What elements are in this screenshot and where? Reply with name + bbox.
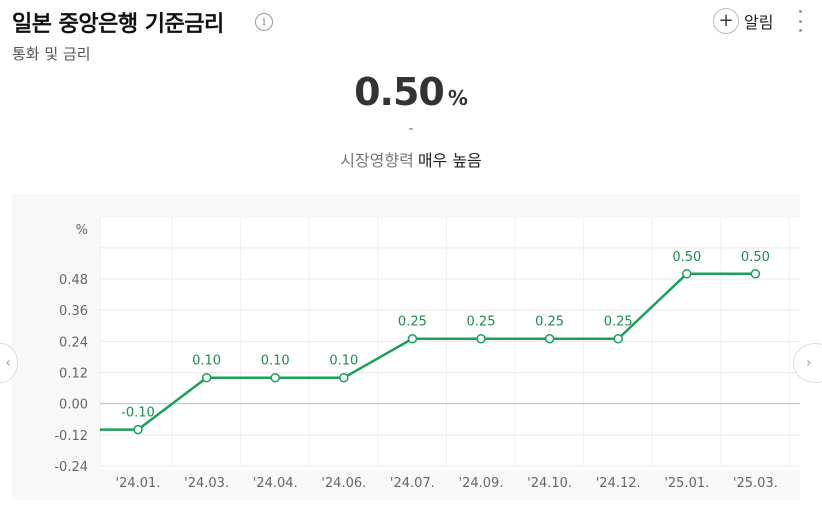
market-impact: 시장영향력 매우 높음 — [0, 147, 822, 171]
data-label: 0.25 — [467, 315, 496, 330]
x-tick-label: '24.03. — [184, 476, 229, 491]
data-label: -0.10 — [121, 406, 155, 421]
page-title: 일본 중앙은행 기준금리 — [12, 12, 224, 37]
y-tick-label: 0.48 — [59, 273, 88, 288]
data-label: 0.10 — [261, 354, 290, 369]
plus-icon: + — [713, 8, 739, 34]
data-label: 0.25 — [535, 315, 564, 330]
info-icon[interactable]: i — [255, 13, 273, 31]
rate-value: 0.50 — [354, 70, 445, 114]
data-point — [476, 333, 486, 344]
current-value: 0.50% — [0, 70, 822, 114]
data-label: 0.50 — [672, 250, 701, 265]
y-tick-label: 0.24 — [59, 335, 88, 350]
data-label: 0.10 — [192, 354, 221, 369]
y-tick-label: 0.12 — [59, 367, 88, 382]
impact-label: 시장영향력 — [340, 151, 414, 170]
data-point — [407, 333, 418, 344]
x-tick-label: '24.06. — [321, 476, 366, 491]
plot-background — [100, 218, 800, 470]
data-point — [544, 333, 555, 344]
x-tick-label: '24.09. — [459, 476, 504, 491]
rate-unit: % — [447, 86, 468, 110]
data-point — [133, 424, 143, 435]
data-point — [613, 333, 623, 344]
x-tick-label: '24.12. — [596, 476, 641, 491]
x-tick-label: '24.07. — [390, 476, 435, 491]
chart-area: % 0.48 0.36 0.24 0.12 0.00 -0.12 -0.24 '24.01. '2… — [12, 194, 800, 500]
impact-level: 매우 높음 — [417, 151, 482, 170]
data-label: 0.10 — [329, 354, 358, 369]
alert-button[interactable]: + 알림 — [713, 7, 773, 35]
data-point — [682, 269, 692, 279]
rate-line-chart: % 0.48 0.36 0.24 0.12 0.00 -0.12 -0.24 '24.01. '2… — [54, 218, 800, 491]
category-subtitle: 통화 및 금리 — [12, 45, 91, 63]
x-tick-label: '24.04. — [253, 476, 298, 491]
data-point — [270, 372, 280, 383]
y-tick-label: -0.12 — [54, 429, 88, 444]
data-label: 0.25 — [604, 315, 633, 330]
y-tick-label: -0.24 — [54, 460, 88, 475]
data-label: 0.50 — [741, 250, 770, 265]
rate-change: - — [408, 121, 414, 137]
y-tick-label: 0.36 — [59, 304, 88, 319]
x-tick-label: '25.01. — [664, 476, 709, 491]
y-tick-label: 0.00 — [59, 398, 88, 413]
x-tick-label: '24.01. — [116, 476, 161, 491]
alert-label: 알림 — [744, 13, 774, 32]
data-label: 0.25 — [398, 315, 427, 330]
data-point — [201, 372, 212, 383]
more-vertical-icon[interactable] — [796, 10, 804, 32]
x-tick-label: '24.10. — [527, 476, 572, 491]
x-tick-label: '25.03. — [733, 476, 778, 491]
data-point — [750, 269, 761, 279]
y-unit-label: % — [76, 223, 88, 238]
data-point — [339, 372, 349, 383]
